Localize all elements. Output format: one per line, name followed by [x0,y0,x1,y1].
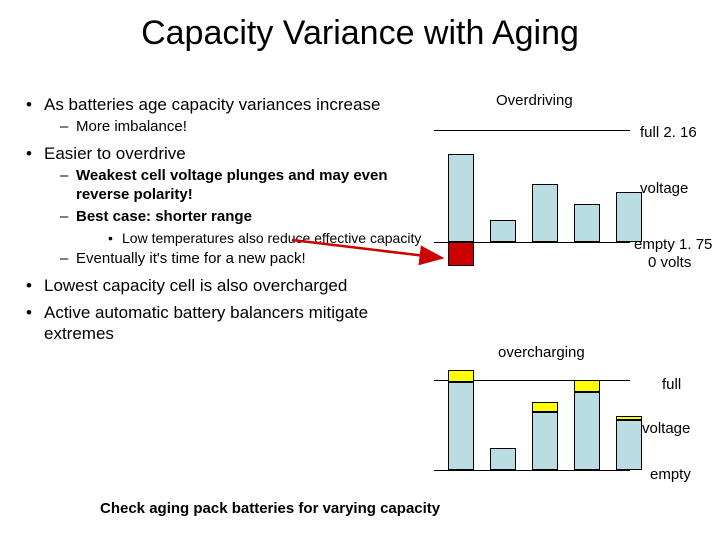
bullet-4: Active automatic battery balancers mitig… [26,302,426,345]
overdrive-segment [448,242,474,266]
label-full-bottom: full [662,376,681,393]
label-zero-volts: 0 volts [648,254,691,271]
label-overcharging: overcharging [498,344,585,361]
bullet-2: Easier to overdrive Weakest cell voltage… [26,143,426,269]
bullet-list: As batteries age capacity variances incr… [26,94,426,351]
cell-bar [616,420,642,470]
bullet-2-text: Easier to overdrive [44,144,186,163]
overcharge-segment [448,370,474,382]
label-full-216: full 2. 16 [640,124,697,141]
label-empty-175: empty 1. 75 [634,236,712,253]
cell-bar [490,220,516,242]
cell-bar [616,192,642,242]
cell-bar [448,382,474,470]
label-overdriving: Overdriving [496,92,573,109]
bullet-2a-text: Weakest cell voltage plunges and may eve… [76,167,388,203]
bullet-2b-text: Best case: shorter range [76,208,252,225]
overcharge-segment [616,416,642,420]
bullet-2a: Weakest cell voltage plunges and may eve… [44,167,426,205]
bullet-2c: Eventually it's time for a new pack! [44,250,426,269]
bullet-1-text: As batteries age capacity variances incr… [44,95,380,114]
cell-bar [532,184,558,242]
empty-line [434,470,630,471]
label-voltage-bot: voltage [642,420,690,437]
cell-bar [490,448,516,470]
overdriving-chart [434,130,630,242]
overcharge-segment [574,380,600,392]
overcharging-chart [434,368,630,470]
bullet-3: Lowest capacity cell is also overcharged [26,275,426,296]
overcharge-segment [532,402,558,412]
bullet-1: As batteries age capacity variances incr… [26,94,426,137]
label-voltage-top: voltage [640,180,688,197]
label-empty-bottom: empty [650,466,691,483]
slide-title: Capacity Variance with Aging [0,14,720,53]
bullet-1a: More imbalance! [44,118,426,137]
bullet-2b: Best case: shorter range Low temperature… [44,208,426,247]
cell-bar [574,204,600,242]
cell-bar [532,412,558,470]
cell-bar [574,392,600,470]
bullet-2b1: Low temperatures also reduce effective c… [76,230,426,248]
full-line [434,130,630,131]
footer-note: Check aging pack batteries for varying c… [100,500,440,517]
cell-bar [448,154,474,242]
